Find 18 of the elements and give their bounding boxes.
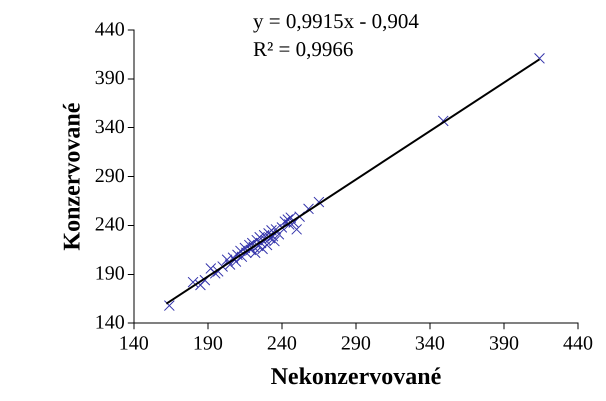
y-tick-label: 390 bbox=[94, 67, 125, 90]
x-tick-label: 390 bbox=[488, 332, 519, 354]
y-tick-label: 140 bbox=[94, 311, 125, 334]
x-axis-title: Nekonzervované bbox=[270, 364, 442, 390]
y-tick-label: 340 bbox=[94, 116, 125, 138]
annotation: R² = 0,9966 bbox=[253, 37, 354, 62]
y-tick-label: 440 bbox=[94, 18, 125, 40]
y-tick-label: 190 bbox=[94, 262, 125, 285]
y-tick-label: 290 bbox=[94, 164, 125, 187]
x-tick-label: 140 bbox=[118, 332, 149, 354]
y-tick-label: 240 bbox=[94, 214, 125, 236]
x-tick-label: 190 bbox=[192, 332, 223, 354]
x-tick-label: 290 bbox=[340, 332, 371, 354]
annotation: y = 0,9915x - 0,904 bbox=[253, 9, 420, 34]
x-tick-label: 440 bbox=[563, 332, 593, 354]
x-tick-label: 240 bbox=[266, 332, 297, 354]
x-tick-label: 340 bbox=[414, 332, 445, 354]
y-axis-title: Konzervované bbox=[60, 102, 86, 251]
